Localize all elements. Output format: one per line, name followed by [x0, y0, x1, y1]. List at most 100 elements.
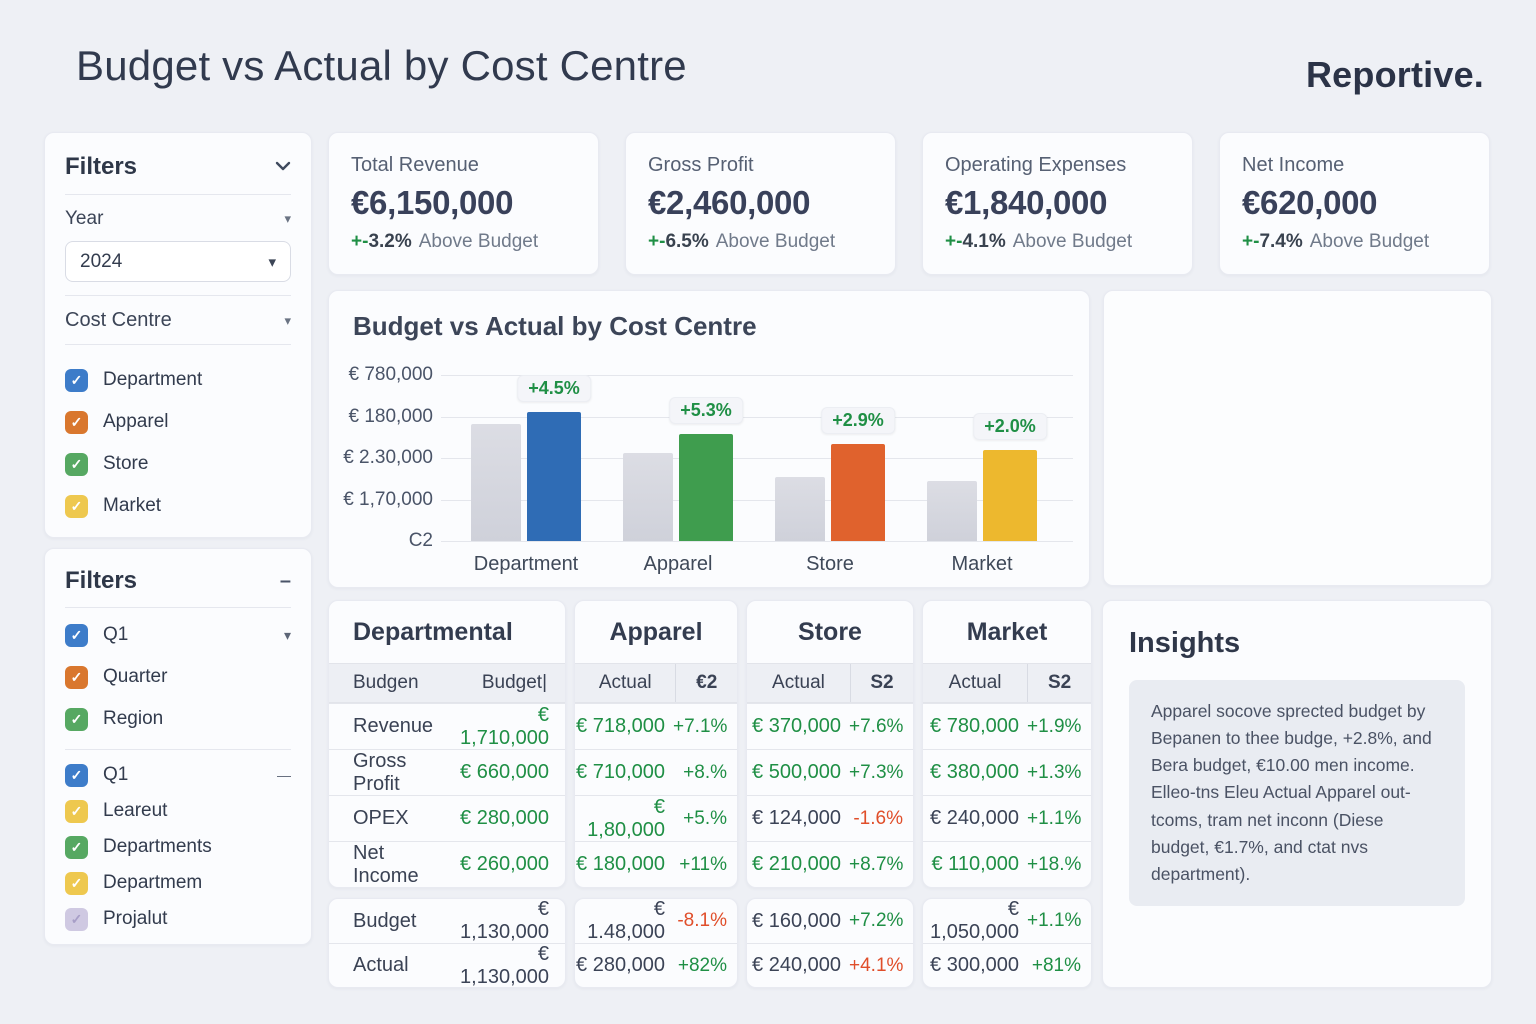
cell-value: € 180,000 [576, 853, 665, 875]
table-header-cell[interactable]: S2 [849, 664, 913, 702]
checkbox[interactable]: ✓ [65, 623, 88, 647]
kpi-delta: +-7.4% Above Budget [1242, 231, 1467, 253]
filters-panel-1: Filters Year ▾ 2024 ▾ Cost Centre ▾ ✓ Dep… [44, 132, 312, 538]
cell-delta: -1.6% [853, 807, 903, 829]
cell-value: € 260,000 [460, 853, 549, 875]
table-row: Budget € 1,130,000 [329, 899, 565, 943]
kpi-label: Total Revenue [351, 154, 479, 176]
chart-plot: Department +4.5% Apparel +5.3% Store +2.9% Mar… [441, 375, 1073, 575]
x-axis-label-apparel: Apparel [643, 553, 713, 575]
checkbox-label: Departments [103, 836, 212, 857]
cell-label: Actual [353, 954, 409, 976]
table-header-cell[interactable]: €2 [675, 664, 737, 702]
filter-checkbox-row[interactable]: ✓ Projalut [65, 901, 291, 937]
cost-centre-checkbox-list: ✓ Department ✓ Apparel ✓ Store ✓ Market [65, 359, 291, 527]
cell-delta: +5.% [683, 807, 727, 829]
checkbox[interactable]: ✓ [65, 871, 88, 895]
filter-checkbox-row[interactable]: ✓ Market [65, 485, 291, 527]
gridline [441, 499, 1073, 501]
kpi-label: Net Income [1242, 154, 1345, 176]
chevron-down-icon[interactable]: ▾ [284, 211, 291, 226]
cell-delta: +4.1% [849, 954, 904, 976]
chevron-down-icon[interactable]: — [277, 767, 291, 783]
year-select-value: 2024 [80, 250, 123, 272]
table-title: Apparel [609, 617, 703, 646]
tables-row: Departmental Budgen Budget| Revenue € 1,710,… [328, 600, 1092, 988]
table-footer-card: € 1,050,000 +1.1% € 300,000 +81% [922, 898, 1092, 988]
filter-checkbox-row[interactable]: ✓ Department [65, 359, 291, 401]
filter-checkbox-row[interactable]: ✓ Departmem [65, 865, 291, 901]
divider [65, 194, 291, 195]
table-subheader: Actual S2 [923, 663, 1091, 703]
table-row: OPEX € 280,000 [329, 795, 565, 841]
chevron-down-icon[interactable]: ▾ [284, 312, 291, 328]
filter-checkbox-row[interactable]: ✓ Q1 ▾ [65, 614, 291, 656]
checkbox[interactable]: ✓ [65, 835, 88, 859]
kpi-delta: +-6.5% Above Budget [648, 231, 873, 253]
collapse-minus-icon[interactable]: – [279, 570, 291, 592]
cell-value: € 1,130,000 [460, 942, 549, 988]
filter-checkbox-row[interactable]: ✓ Apparel [65, 401, 291, 443]
checkbox-label: Apparel [103, 411, 169, 432]
cell-value: € 210,000 [752, 853, 841, 875]
filter-checkbox-row[interactable]: ✓ Store [65, 443, 291, 485]
divider [65, 749, 291, 750]
insights-card: Insights Apparel socove sprected budget … [1102, 600, 1492, 988]
checkbox[interactable]: ✓ [65, 452, 88, 476]
cell-value: € 370,000 [752, 715, 841, 737]
budget-bar-store [775, 477, 825, 541]
filter-checkbox-row[interactable]: ✓ Q1 — [65, 757, 291, 793]
table-row: Net Income € 260,000 [329, 841, 565, 887]
cell-delta: +82% [677, 954, 727, 976]
cell-delta: +1.1% [1027, 807, 1082, 829]
table-header-cell[interactable]: Budgen [353, 672, 419, 693]
filter-group-1: ✓ Q1 ▾ ✓ Quarter ✓ Region [65, 614, 291, 740]
filter-checkbox-row[interactable]: ✓ Region [65, 698, 291, 740]
table-row: € 1,80,000 +5.% [575, 795, 737, 841]
checkbox[interactable]: ✓ [65, 799, 88, 823]
table-footer-card: € 1.48,000 -8.1% € 280,000 +82% [574, 898, 738, 988]
gridline [441, 541, 1073, 542]
y-axis-label: € 180,000 [348, 405, 433, 427]
table-header-cell[interactable]: Actual [772, 672, 825, 693]
table-column-departmental: Departmental Budgen Budget| Revenue € 1,710,… [328, 600, 566, 988]
filter-checkbox-row[interactable]: ✓ Quarter [65, 656, 291, 698]
checkbox[interactable]: ✓ [65, 763, 88, 787]
cell-value: € 1,80,000 [587, 795, 665, 841]
cell-value: € 124,000 [752, 807, 841, 829]
checkbox-label: Departmem [103, 872, 203, 893]
delta-badge-market: +2.0% [973, 413, 1047, 440]
checkbox[interactable]: ✓ [65, 707, 88, 731]
table-header-cell[interactable]: Actual [598, 672, 652, 693]
y-axis-label: € 1,70,000 [343, 488, 433, 510]
checkbox[interactable]: ✓ [65, 410, 88, 434]
cell-value: € 1,710,000 [460, 703, 549, 749]
kpi-card: Total Revenue €6,150,000 +-3.2% Above Budge… [328, 132, 599, 275]
table-row: Revenue € 1,710,000 [329, 703, 565, 749]
filter-checkbox-row[interactable]: ✓ Departments [65, 829, 291, 865]
budget-bar-apparel [623, 453, 673, 541]
checkbox[interactable]: ✓ [65, 907, 88, 931]
table-header-cell[interactable]: S2 [1027, 664, 1091, 702]
table-row: Actual € 1,130,000 [329, 943, 565, 987]
checkbox-label: Department [103, 369, 203, 390]
x-axis-label-market: Market [951, 553, 1013, 575]
table-header-cell[interactable]: Actual [948, 672, 1002, 693]
cost-centre-filter-label: Cost Centre [65, 309, 172, 331]
filter-checkbox-row[interactable]: ✓ Leareut [65, 793, 291, 829]
year-select[interactable]: 2024 ▾ [65, 241, 291, 282]
chevron-down-icon[interactable] [275, 158, 291, 176]
kpi-delta-sign: +- [648, 231, 666, 252]
table-footer-card: Budget € 1,130,000 Actual € 1,130,000 [328, 898, 566, 988]
kpi-delta-sign: +- [351, 231, 369, 252]
cell-value: € 280,000 [576, 954, 665, 976]
table-header-cell[interactable]: Budget| [481, 672, 547, 693]
kpi-delta-sign: +- [1242, 231, 1260, 252]
page-title: Budget vs Actual by Cost Centre [76, 42, 687, 89]
cell-value: € 500,000 [752, 761, 841, 783]
checkbox[interactable]: ✓ [65, 494, 88, 518]
checkbox[interactable]: ✓ [65, 368, 88, 392]
checkbox[interactable]: ✓ [65, 665, 88, 689]
actual-bar-store [831, 444, 885, 541]
chevron-down-icon[interactable]: ▾ [283, 626, 291, 643]
